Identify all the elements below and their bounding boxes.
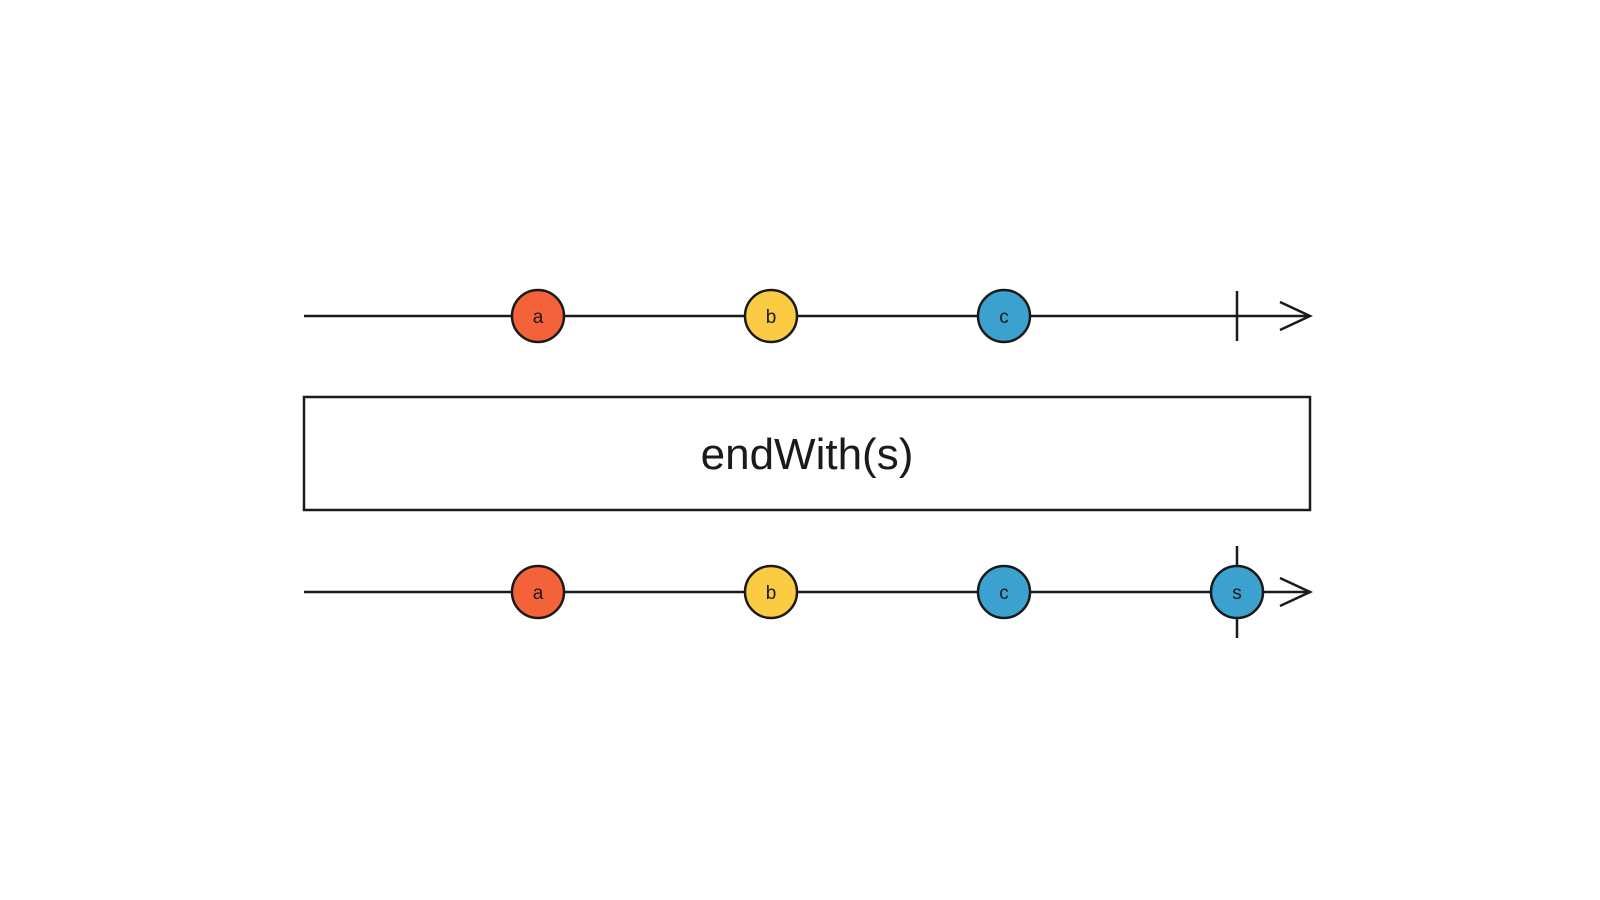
output-marble-a: a [510,564,566,620]
input-marble-label: c [999,307,1009,328]
output-marble-circle [510,564,566,620]
output-marble-circle [743,564,799,620]
operator-label: endWith(s) [701,430,914,479]
output-timeline-arrowhead [1279,576,1313,608]
output-marble-label: b [766,583,777,604]
input-marble-circle [743,288,799,344]
output-marble-s: s [1209,564,1265,620]
input-marble-circle [976,288,1032,344]
input-marble-b: b [743,288,799,344]
input-marble-circle [510,288,566,344]
output-marble-b: b [743,564,799,620]
output-marble-label: a [533,583,544,604]
output-marble-label: s [1232,583,1242,604]
input-marble-label: b [766,307,777,328]
input-marble-a: a [510,288,566,344]
input-marble-label: a [533,307,544,328]
output-marble-circle [976,564,1032,620]
output-marble-c: c [976,564,1032,620]
operator-box-outline [302,395,1312,512]
input-stream: a b c [304,288,1313,344]
input-marble-c: c [976,288,1032,344]
output-marble-circle [1209,564,1265,620]
input-timeline-arrowhead [1279,300,1313,332]
output-marble-label: c [999,583,1009,604]
operator-box: endWith(s) [302,395,1312,512]
